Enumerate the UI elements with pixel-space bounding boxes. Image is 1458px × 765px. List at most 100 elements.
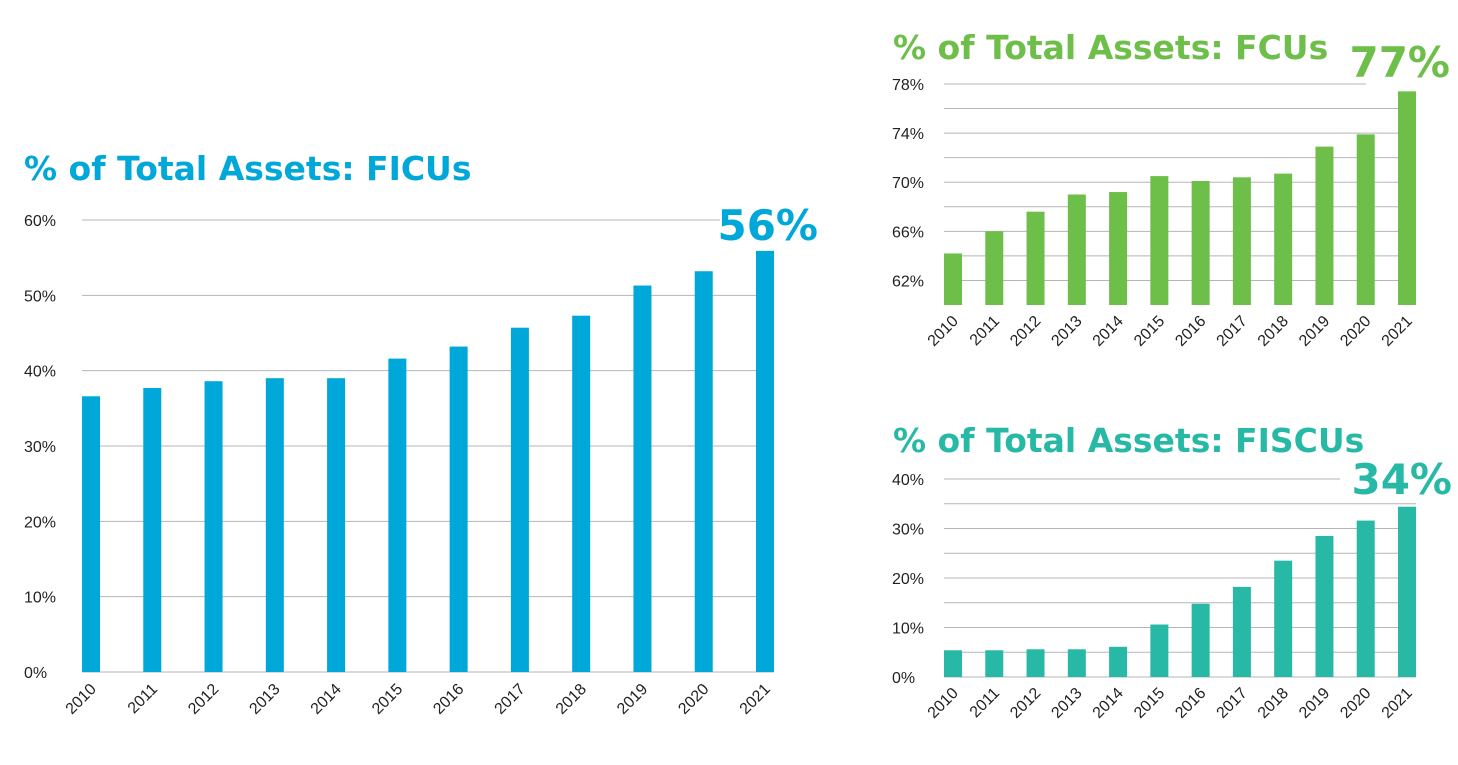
y-tick-label: 60% (24, 213, 56, 230)
bars-fiscu (944, 506, 1416, 677)
x-tick-label: 2020 (675, 681, 712, 718)
grid-fcu: 62% 66% 70% 74% 78% (892, 77, 1416, 290)
bars-fcu (944, 91, 1416, 305)
x-tick-label: 2017 (1214, 313, 1251, 350)
x-tick-label: 2015 (1131, 313, 1168, 350)
callout-ficu: 56% (717, 201, 818, 250)
x-tick-label: 2014 (1090, 313, 1127, 350)
y-tick-label: 20% (892, 571, 924, 588)
bar-2014 (1109, 646, 1128, 677)
x-tick-label: 2016 (1172, 313, 1209, 350)
x-axis-fcu: 2010 2011 2012 2013 2014 2015 2016 2017 2018 2019… (925, 313, 1416, 350)
x-tick-label: 2020 (1337, 313, 1374, 350)
bar-2020 (694, 271, 713, 672)
x-tick-label: 2010 (63, 681, 100, 718)
x-axis-fiscu: 2010 2011 2012 2013 2014 2015 2016 2017 2018 2019… (925, 685, 1416, 722)
x-tick-label: 2013 (1048, 313, 1085, 350)
x-tick-label: 2018 (1255, 313, 1292, 350)
bar-2016 (1191, 180, 1210, 305)
x-tick-label: 2020 (1337, 685, 1374, 722)
callout-fcu: 77% (1349, 38, 1450, 87)
chart-title-fcu: % of Total Assets: FCUs (893, 28, 1328, 67)
x-tick-label: 2014 (1090, 685, 1127, 722)
x-tick-label: 2010 (925, 313, 962, 350)
chart-ficu: % of Total Assets: FICUs 56% 0% 10% 20% 30%… (24, 149, 818, 718)
bar-2014 (1109, 192, 1128, 305)
chart-title-fiscu: % of Total Assets: FISCUs (893, 421, 1364, 460)
x-tick-label: 2010 (925, 685, 962, 722)
x-tick-label: 2012 (1007, 313, 1044, 350)
chart-fiscu: % of Total Assets: FISCUs 34% 0% 10% 20% 30… (892, 421, 1452, 722)
chart-fcu: % of Total Assets: FCUs 77% 62% 66% 70% 74%… (892, 28, 1450, 350)
bar-2017 (1232, 586, 1251, 677)
y-tick-label: 40% (892, 472, 924, 489)
x-tick-label: 2014 (308, 681, 345, 718)
bar-2013 (1067, 649, 1086, 677)
y-tick-label: 70% (892, 175, 924, 192)
x-tick-label: 2019 (614, 681, 651, 718)
x-tick-label: 2017 (1214, 685, 1251, 722)
bars-ficu (82, 250, 774, 673)
x-tick-label: 2015 (1131, 685, 1168, 722)
bar-2014 (327, 378, 346, 672)
x-tick-label: 2016 (1172, 685, 1209, 722)
bar-2010 (944, 253, 962, 305)
x-tick-label: 2013 (246, 681, 283, 718)
y-tick-label: 50% (24, 288, 56, 305)
bar-2017 (1232, 177, 1251, 305)
bar-2021 (1398, 91, 1416, 305)
bar-2012 (1026, 649, 1045, 677)
y-tick-label: 62% (892, 273, 924, 290)
y-tick-label: 66% (892, 224, 924, 241)
bar-2015 (388, 358, 407, 672)
bar-2013 (265, 378, 284, 672)
x-tick-label: 2021 (1379, 313, 1416, 350)
y-tick-label: 20% (24, 514, 56, 531)
grid-ficu: 0% 10% 20% 30% 40% 50% 60% (24, 213, 774, 682)
bar-2021 (1398, 506, 1416, 677)
x-tick-label: 2015 (369, 681, 406, 718)
bar-2018 (1274, 173, 1293, 305)
bar-2012 (204, 381, 223, 672)
bar-2012 (1026, 211, 1045, 305)
bar-2017 (510, 327, 529, 672)
bar-2020 (1356, 520, 1375, 677)
y-tick-label: 30% (24, 439, 56, 456)
y-tick-label: 10% (892, 621, 924, 638)
bar-2010 (82, 396, 100, 672)
x-tick-label: 2021 (737, 681, 774, 718)
x-tick-label: 2017 (492, 681, 529, 718)
y-tick-label: 10% (24, 590, 56, 607)
callout-fiscu: 34% (1351, 455, 1452, 504)
y-tick-label: 40% (24, 364, 56, 381)
x-tick-label: 2011 (967, 313, 1003, 349)
bar-2018 (1274, 560, 1293, 677)
grid-fiscu: 0% 10% 20% 30% 40% (892, 472, 1416, 687)
y-tick-label: 74% (892, 126, 924, 143)
bar-2011 (985, 650, 1004, 677)
bar-2019 (1315, 146, 1334, 305)
bar-2018 (572, 315, 591, 672)
x-tick-label: 2011 (125, 681, 161, 717)
bar-2013 (1067, 194, 1086, 305)
bar-2016 (1191, 603, 1210, 677)
bar-2019 (633, 285, 652, 672)
x-tick-label: 2012 (1007, 685, 1044, 722)
chart-title-ficu: % of Total Assets: FICUs (24, 149, 472, 188)
bar-2011 (143, 387, 162, 672)
x-tick-label: 2018 (1255, 685, 1292, 722)
x-tick-label: 2012 (185, 681, 222, 718)
bar-2011 (985, 231, 1004, 305)
x-tick-label: 2019 (1296, 313, 1333, 350)
y-tick-label: 0% (24, 665, 47, 682)
bar-2016 (449, 346, 468, 672)
bar-2010 (944, 650, 962, 677)
bar-2021 (756, 250, 774, 673)
bar-2019 (1315, 535, 1334, 677)
bar-2020 (1356, 134, 1375, 305)
y-tick-label: 0% (892, 670, 915, 687)
y-tick-label: 30% (892, 522, 924, 539)
bar-2015 (1150, 176, 1169, 305)
x-tick-label: 2016 (430, 681, 467, 718)
